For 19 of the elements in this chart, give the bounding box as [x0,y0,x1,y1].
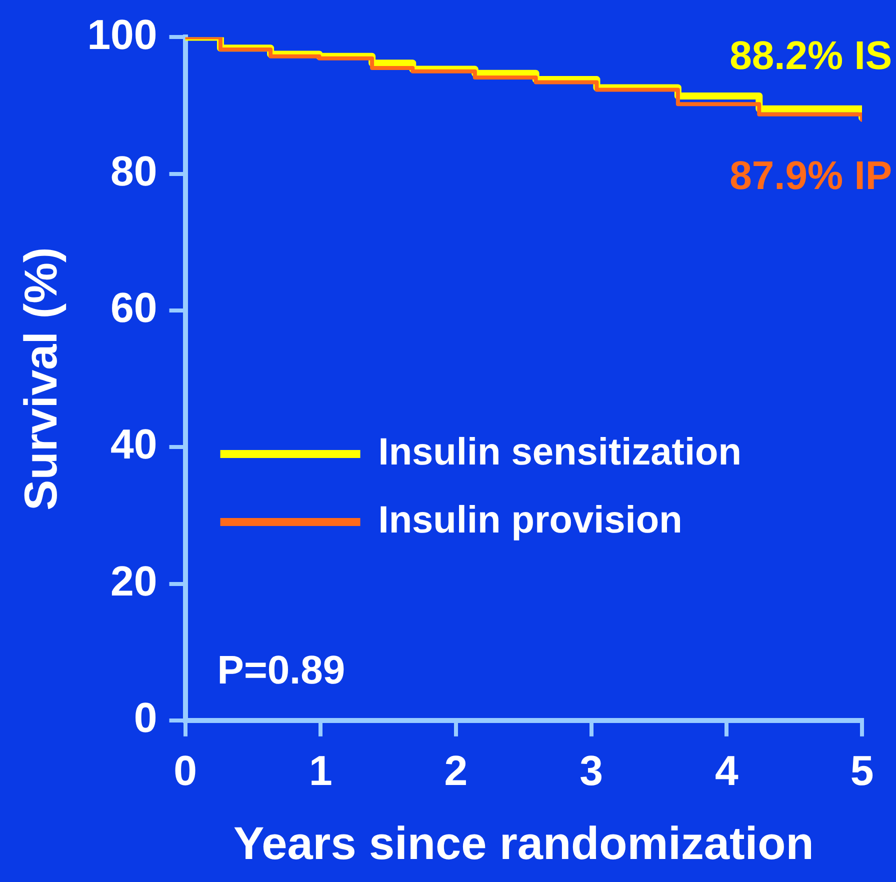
annotation: 87.9% IP [730,154,892,198]
x-tick-label: 3 [580,747,603,794]
y-tick-label: 40 [110,420,158,468]
annotation: P=0.89 [217,648,346,692]
y-tick-label: 20 [110,557,158,604]
legend-label: Insulin sensitization [378,431,742,474]
y-tick-label: 60 [110,284,158,332]
x-tick-label: 0 [174,747,197,794]
y-tick-label: 80 [110,147,158,194]
x-tick-label: 2 [444,747,468,794]
y-axis-title: Survival (%) [14,247,66,510]
legend-label: Insulin provision [378,499,682,542]
x-axis-title: Years since randomization [233,817,814,870]
y-tick-label: 100 [87,10,158,58]
x-tick-label: 4 [714,747,739,794]
x-tick-label: 1 [308,747,332,794]
annotation: 88.2% IS [730,34,892,78]
y-tick-label: 0 [134,694,158,741]
x-tick-label: 5 [850,747,874,794]
